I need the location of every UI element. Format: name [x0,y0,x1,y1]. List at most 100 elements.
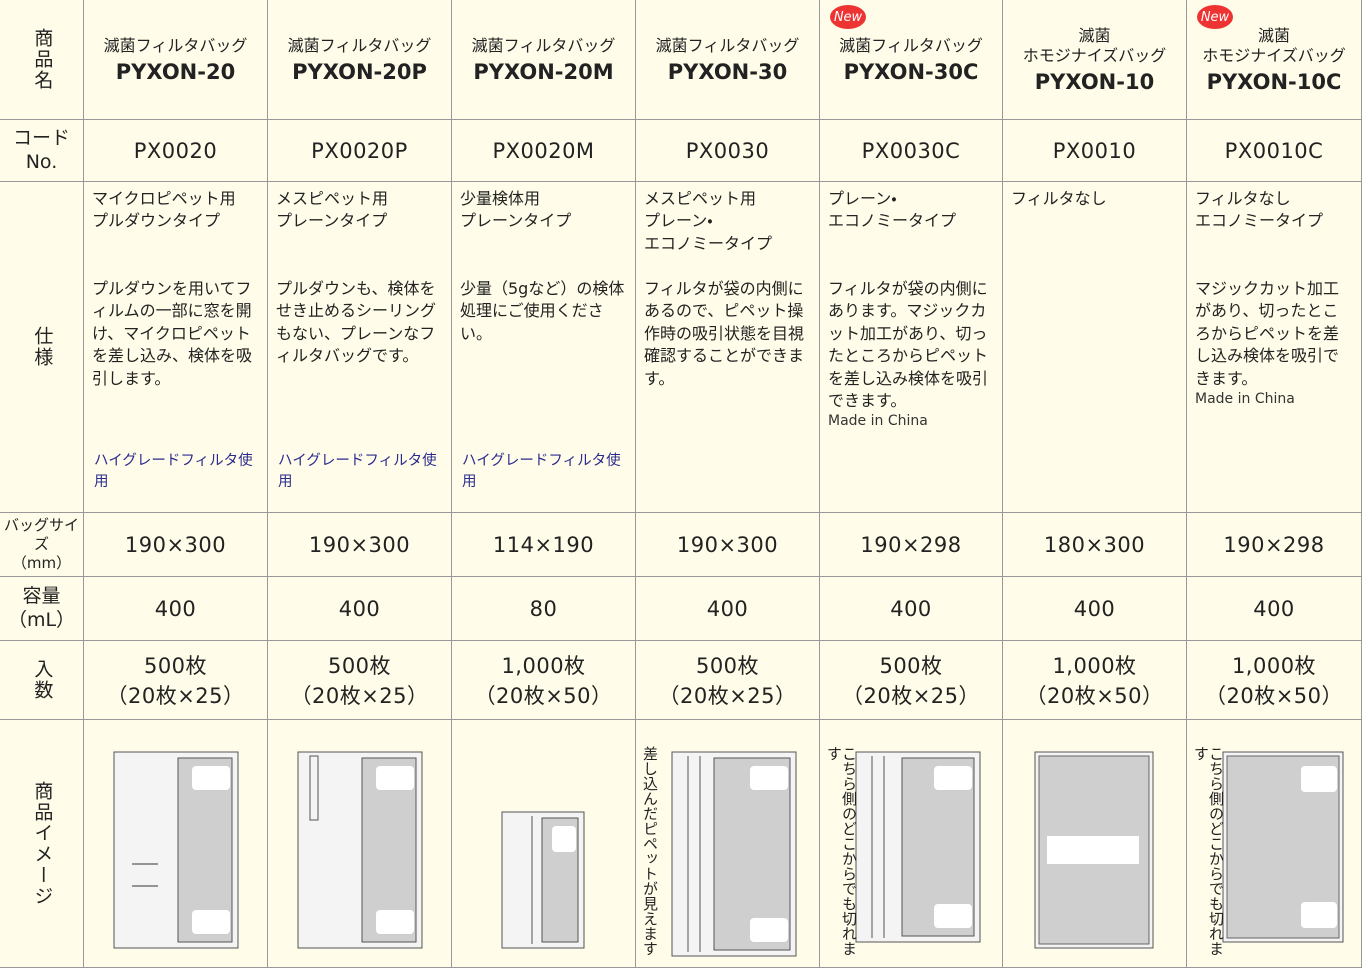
bag-image [501,811,585,949]
origin: Made in China [1195,390,1295,407]
quantity: 1,000枚 [1231,654,1317,678]
spec-type: マイクロピペット用 プルダウンタイプ [92,189,236,231]
pack: （20枚×25） [658,684,797,708]
product-name: PYXON-30C [843,59,979,84]
spec-type: フィルタなし [1011,189,1107,208]
image-cell: こちら側のどこからでも切れます [820,720,1003,968]
spec-description: フィルタが袋の内側にあるので、ピペット操作時の吸引状態を目視確認することができま… [644,279,805,388]
code-cell: PX0020P [268,120,452,182]
product-header: 滅菌フィルタバッグ PYXON-20M [452,0,636,120]
spec-type: メスピペット用 プレーン・ エコノミータイプ [644,189,773,253]
spec-cell: メスピペット用 プレーン・ エコノミータイプフィルタが袋の内側にあるので、ピペッ… [636,182,820,513]
spec-cell: 少量検体用 プレーンタイプ 少量（5gなど）の検体処理にご使用ください。 ハイグレー… [452,182,636,513]
bag-shape [750,766,788,790]
product-category: 滅菌フィルタバッグ [287,35,432,55]
row-label: 容量 （mL） [0,577,84,641]
capacity-cell: 400 [1187,577,1362,641]
product-code: PX0020M [492,138,595,163]
filter-note: ハイグレードフィルタ使用 [94,453,253,490]
size-cell: 190×300 [268,513,452,577]
row-label-text: 入数 [31,659,54,701]
capacity: 400 [1253,596,1295,621]
product-name: PYXON-20 [115,59,236,84]
spec-description: マジックカット加工があり、切ったところからピペットを差し込み検体を吸引できます。 [1195,279,1340,388]
spec-description: 少量（5gなど）の検体処理にご使用ください。 [460,279,625,343]
spec-cell: フィルタなし [1003,182,1187,513]
product-code: PX0030 [685,138,770,163]
capacity-cell: 400 [820,577,1003,641]
quantity-cell: 1,000枚 （20枚×50） [1187,641,1362,720]
product-name: PYXON-20M [473,59,614,84]
spec-type: 少量検体用 プレーンタイプ [460,189,572,231]
product-category: 滅菌 ホモジナイズバッグ [1022,25,1167,65]
pack: （20枚×25） [106,684,245,708]
pack: （20枚×25） [841,684,981,708]
product-name: PYXON-30 [667,59,788,84]
capacity: 400 [706,596,749,621]
product-category: 滅菌フィルタバッグ [839,35,983,55]
quantity: 1,000枚 [501,654,586,678]
bag-shape [1301,766,1337,792]
image-cell [1003,720,1187,968]
bag-image [1034,751,1154,949]
spec-cell: マイクロピペット用 プルダウンタイププルダウンを用いてフィルムの一部に窓を開け、… [84,182,268,513]
code-cell: PX0020 [84,120,268,182]
origin: Made in China [828,413,928,430]
image-cell [452,720,636,968]
bag-size: 190×300 [124,532,227,557]
capacity-cell: 400 [1003,577,1187,641]
product-header: 滅菌フィルタバッグ PYXON-30 [636,0,820,120]
row-label-text: 商品イメージ [31,780,54,907]
product-code: PX0020P [311,138,408,163]
image-caption: こちら側のどこからでも切れます [825,746,858,956]
spec-description: プルダウンを用いてフィルムの一部に窓を開け、マイクロピペットを差し込み、検体を吸… [92,279,253,388]
size-cell: 190×298 [820,513,1003,577]
spec-cell: フィルタなし エコノミータイプマジックカット加工があり、切ったところからピペット… [1187,182,1362,513]
bag-shape [309,755,319,821]
bag-shape [934,766,972,790]
product-name: PYXON-10C [1206,69,1342,94]
new-badge: New [830,5,866,29]
size-cell: 114×190 [452,513,636,577]
bag-shape [376,910,414,934]
bag-shape [192,910,230,934]
spec-type: フィルタなし エコノミータイプ [1195,189,1324,231]
code-cell: PX0010C [1187,120,1362,182]
spec-description: フィルタが袋の内側にあります。マジックカット加工があり、切ったところからピペット… [828,279,989,410]
pack: （20枚×25） [290,684,429,708]
product-header: 滅菌 ホモジナイズバッグ PYXON-10 [1003,0,1187,120]
row-label-text: 仕様 [31,326,54,368]
size-cell: 190×300 [636,513,820,577]
row-label: コード No. [0,120,84,182]
code-cell: PX0030 [636,120,820,182]
row-label-text: 商品名 [31,28,54,91]
bag-image [671,751,797,957]
product-category: 滅菌フィルタバッグ [655,35,800,55]
image-cell [268,720,452,968]
bag-shape [750,918,788,942]
bag-shape [552,826,576,852]
size-cell: 190×298 [1187,513,1362,577]
product-category: 滅菌フィルタバッグ [471,35,616,55]
filter-note: ハイグレードフィルタ使用 [278,453,437,490]
image-caption: こちら側のどこからでも切れます [1192,746,1225,956]
code-cell: PX0020M [452,120,636,182]
quantity-cell: 1,000枚 （20枚×50） [452,641,636,720]
quantity-cell: 1,000枚 （20枚×50） [1003,641,1187,720]
bag-image [297,751,423,949]
product-code: PX0010C [1224,138,1324,163]
capacity: 400 [890,596,932,621]
capacity-cell: 400 [84,577,268,641]
bag-shape [934,904,972,928]
bag-image [1222,751,1344,943]
row-label: バッグサイズ （mm） [0,513,84,577]
capacity-cell: 400 [268,577,452,641]
pack: （20枚×50） [474,684,613,708]
quantity-cell: 500枚 （20枚×25） [84,641,268,720]
row-label: 入数 [0,641,84,720]
product-header: New 滅菌 ホモジナイズバッグ PYXON-10C [1187,0,1362,120]
code-cell: PX0030C [820,120,1003,182]
spec-type: プレーン・ エコノミータイプ [828,189,957,231]
image-caption: 差し込んだピペットが見えます [641,746,659,956]
